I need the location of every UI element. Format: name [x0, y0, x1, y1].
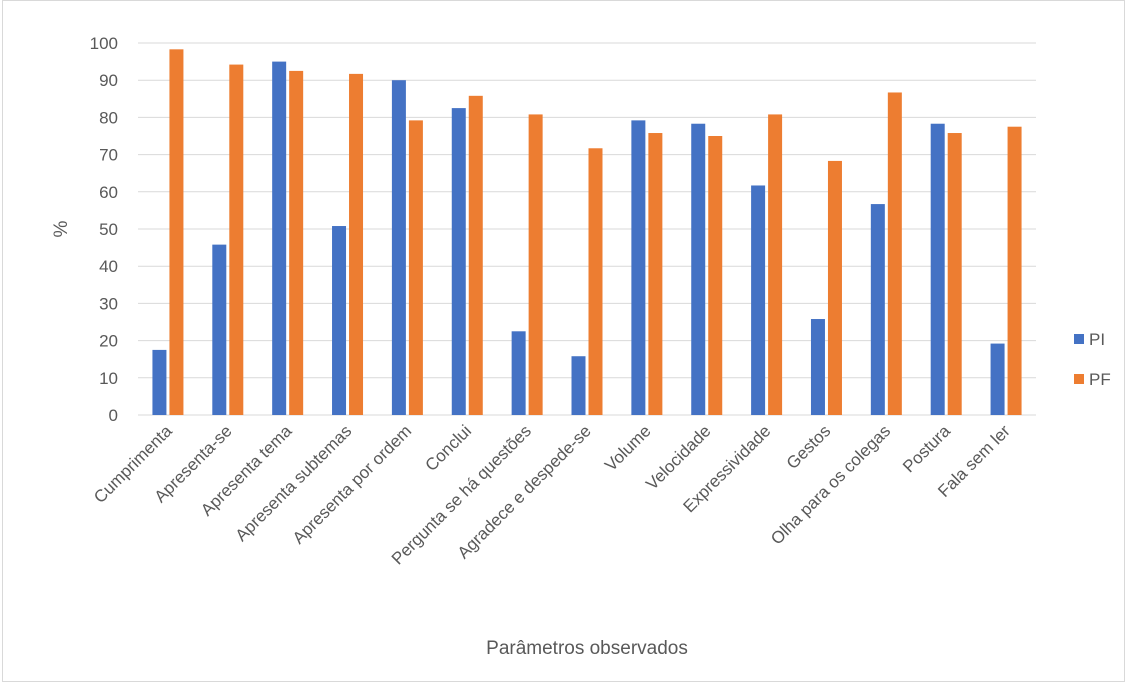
x-tick-label: Postura	[899, 421, 954, 476]
x-tick-label: Conclui	[422, 421, 476, 475]
bar-pf	[169, 49, 184, 415]
bar-pf	[648, 133, 663, 416]
bar-pf	[588, 148, 603, 415]
gridlines	[138, 42, 1036, 416]
bar-pf	[947, 133, 962, 416]
bar-pf	[289, 70, 304, 416]
bar-pf	[887, 92, 902, 415]
y-tick-label: 20	[99, 332, 118, 351]
bar-pi	[810, 319, 825, 415]
y-tick-label: 60	[99, 183, 118, 202]
legend-label-pf: PF	[1089, 370, 1111, 389]
y-tick-label: 0	[109, 406, 118, 425]
bar-pf	[708, 136, 723, 415]
bar-pi	[272, 61, 287, 415]
bar-pf	[229, 64, 244, 416]
bar-pi	[751, 185, 766, 415]
x-tick-label: Olha para os colegas	[767, 421, 894, 548]
bar-pi	[391, 80, 406, 415]
x-tick-label: Volume	[601, 421, 655, 475]
bar-pf	[528, 114, 543, 415]
bar-pf	[408, 120, 423, 415]
bars	[152, 49, 1022, 416]
y-tick-label: 10	[99, 369, 118, 388]
bar-pi	[332, 226, 347, 415]
y-axis-title: %	[51, 220, 72, 237]
y-tick-label: 80	[99, 108, 118, 127]
bar-pi	[511, 331, 526, 415]
bar-pi	[571, 356, 586, 415]
bar-pi	[691, 123, 706, 415]
y-tick-labels: 0 10 20 30 40 50 60 70 80 90 100	[90, 34, 118, 425]
bar-pi	[631, 120, 646, 415]
legend-label-pi: PI	[1089, 330, 1105, 349]
x-axis-title: Parâmetros observados	[486, 638, 688, 659]
bar-pi	[930, 123, 945, 415]
y-tick-label: 100	[90, 34, 118, 53]
y-tick-label: 40	[99, 257, 118, 276]
bar-pi	[870, 204, 885, 415]
bar-pf	[1007, 126, 1022, 415]
y-tick-label: 30	[99, 294, 118, 313]
bar-pi	[152, 349, 167, 415]
x-tick-label: Apresenta por ordem	[289, 421, 415, 547]
x-tick-label: Apresenta subtemas	[232, 421, 356, 545]
legend: PI PF	[1074, 330, 1111, 389]
legend-swatch-pi	[1074, 334, 1084, 344]
bar-pi	[990, 343, 1005, 415]
bar-pf	[468, 95, 483, 415]
y-tick-label: 50	[99, 220, 118, 239]
bar-pf	[768, 114, 783, 415]
y-tick-label: 90	[99, 71, 118, 90]
legend-swatch-pf	[1074, 374, 1084, 384]
bar-pi	[212, 244, 227, 415]
bar-pf	[827, 160, 842, 415]
bar-pi	[451, 108, 466, 415]
x-tick-label: Gestos	[783, 421, 835, 473]
y-tick-label: 70	[99, 146, 118, 165]
bar-pf	[349, 73, 364, 415]
